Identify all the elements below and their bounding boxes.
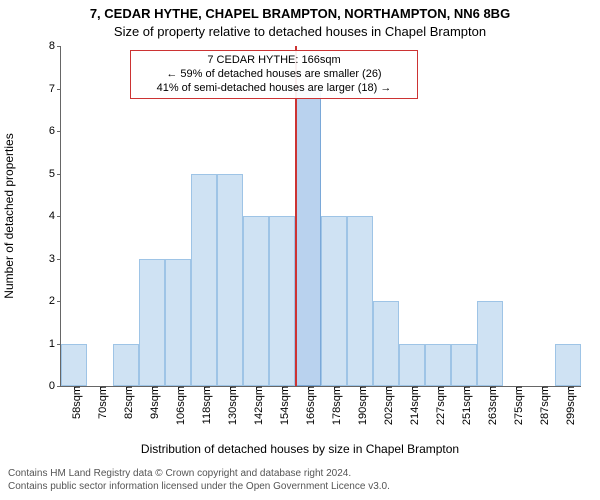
x-tick: 214sqm — [403, 386, 421, 425]
annotation-line1: 7 CEDAR HYTHE: 166sqm — [137, 54, 411, 68]
histogram-bar — [61, 344, 87, 387]
x-axis-label: Distribution of detached houses by size … — [0, 442, 600, 456]
x-tick: 142sqm — [247, 386, 265, 425]
y-tick: 5 — [49, 168, 61, 180]
annotation-line2: ← 59% of detached houses are smaller (26… — [137, 68, 411, 82]
histogram-bar — [191, 174, 217, 387]
x-tick: 202sqm — [377, 386, 395, 425]
x-tick: 106sqm — [169, 386, 187, 425]
x-tick: 251sqm — [455, 386, 473, 425]
histogram-bar — [425, 344, 451, 387]
x-tick: 166sqm — [299, 386, 317, 425]
histogram-bar — [347, 216, 373, 386]
histogram-bar — [451, 344, 477, 387]
attribution-footer: Contains HM Land Registry data © Crown c… — [8, 468, 390, 493]
footer-line1: Contains HM Land Registry data © Crown c… — [8, 468, 390, 481]
histogram-bar — [217, 174, 243, 387]
x-tick: 82sqm — [117, 386, 135, 419]
x-tick: 154sqm — [273, 386, 291, 425]
chart-title-line1: 7, CEDAR HYTHE, CHAPEL BRAMPTON, NORTHAM… — [0, 6, 600, 21]
y-tick: 0 — [49, 380, 61, 392]
marker-annotation: 7 CEDAR HYTHE: 166sqm ← 59% of detached … — [130, 50, 418, 99]
x-tick: 263sqm — [481, 386, 499, 425]
y-tick: 2 — [49, 295, 61, 307]
y-tick: 3 — [49, 253, 61, 265]
x-tick: 130sqm — [221, 386, 239, 425]
x-tick: 94sqm — [143, 386, 161, 419]
x-tick: 190sqm — [351, 386, 369, 425]
histogram-bar — [269, 216, 295, 386]
histogram-bar — [139, 259, 165, 387]
x-tick: 287sqm — [533, 386, 551, 425]
histogram-bar — [399, 344, 425, 387]
annotation-line3: 41% of semi-detached houses are larger (… — [137, 82, 411, 96]
histogram-bar — [555, 344, 581, 387]
x-tick: 58sqm — [65, 386, 83, 419]
histogram-bar — [243, 216, 269, 386]
histogram-bar — [295, 89, 321, 387]
x-tick: 227sqm — [429, 386, 447, 425]
histogram-bar — [373, 301, 399, 386]
histogram-bar — [477, 301, 503, 386]
histogram-bar — [321, 216, 347, 386]
x-tick: 299sqm — [559, 386, 577, 425]
x-tick: 178sqm — [325, 386, 343, 425]
histogram-bar — [113, 344, 139, 387]
y-tick: 1 — [49, 338, 61, 350]
x-tick: 275sqm — [507, 386, 525, 425]
footer-line2: Contains public sector information licen… — [8, 481, 390, 494]
y-tick: 6 — [49, 125, 61, 137]
y-axis-label: Number of detached properties — [2, 133, 16, 298]
y-tick: 7 — [49, 83, 61, 95]
histogram-bar — [165, 259, 191, 387]
y-tick: 4 — [49, 210, 61, 222]
chart-title-line2: Size of property relative to detached ho… — [0, 24, 600, 39]
y-tick: 8 — [49, 40, 61, 52]
x-tick: 70sqm — [91, 386, 109, 419]
x-tick: 118sqm — [195, 386, 213, 424]
